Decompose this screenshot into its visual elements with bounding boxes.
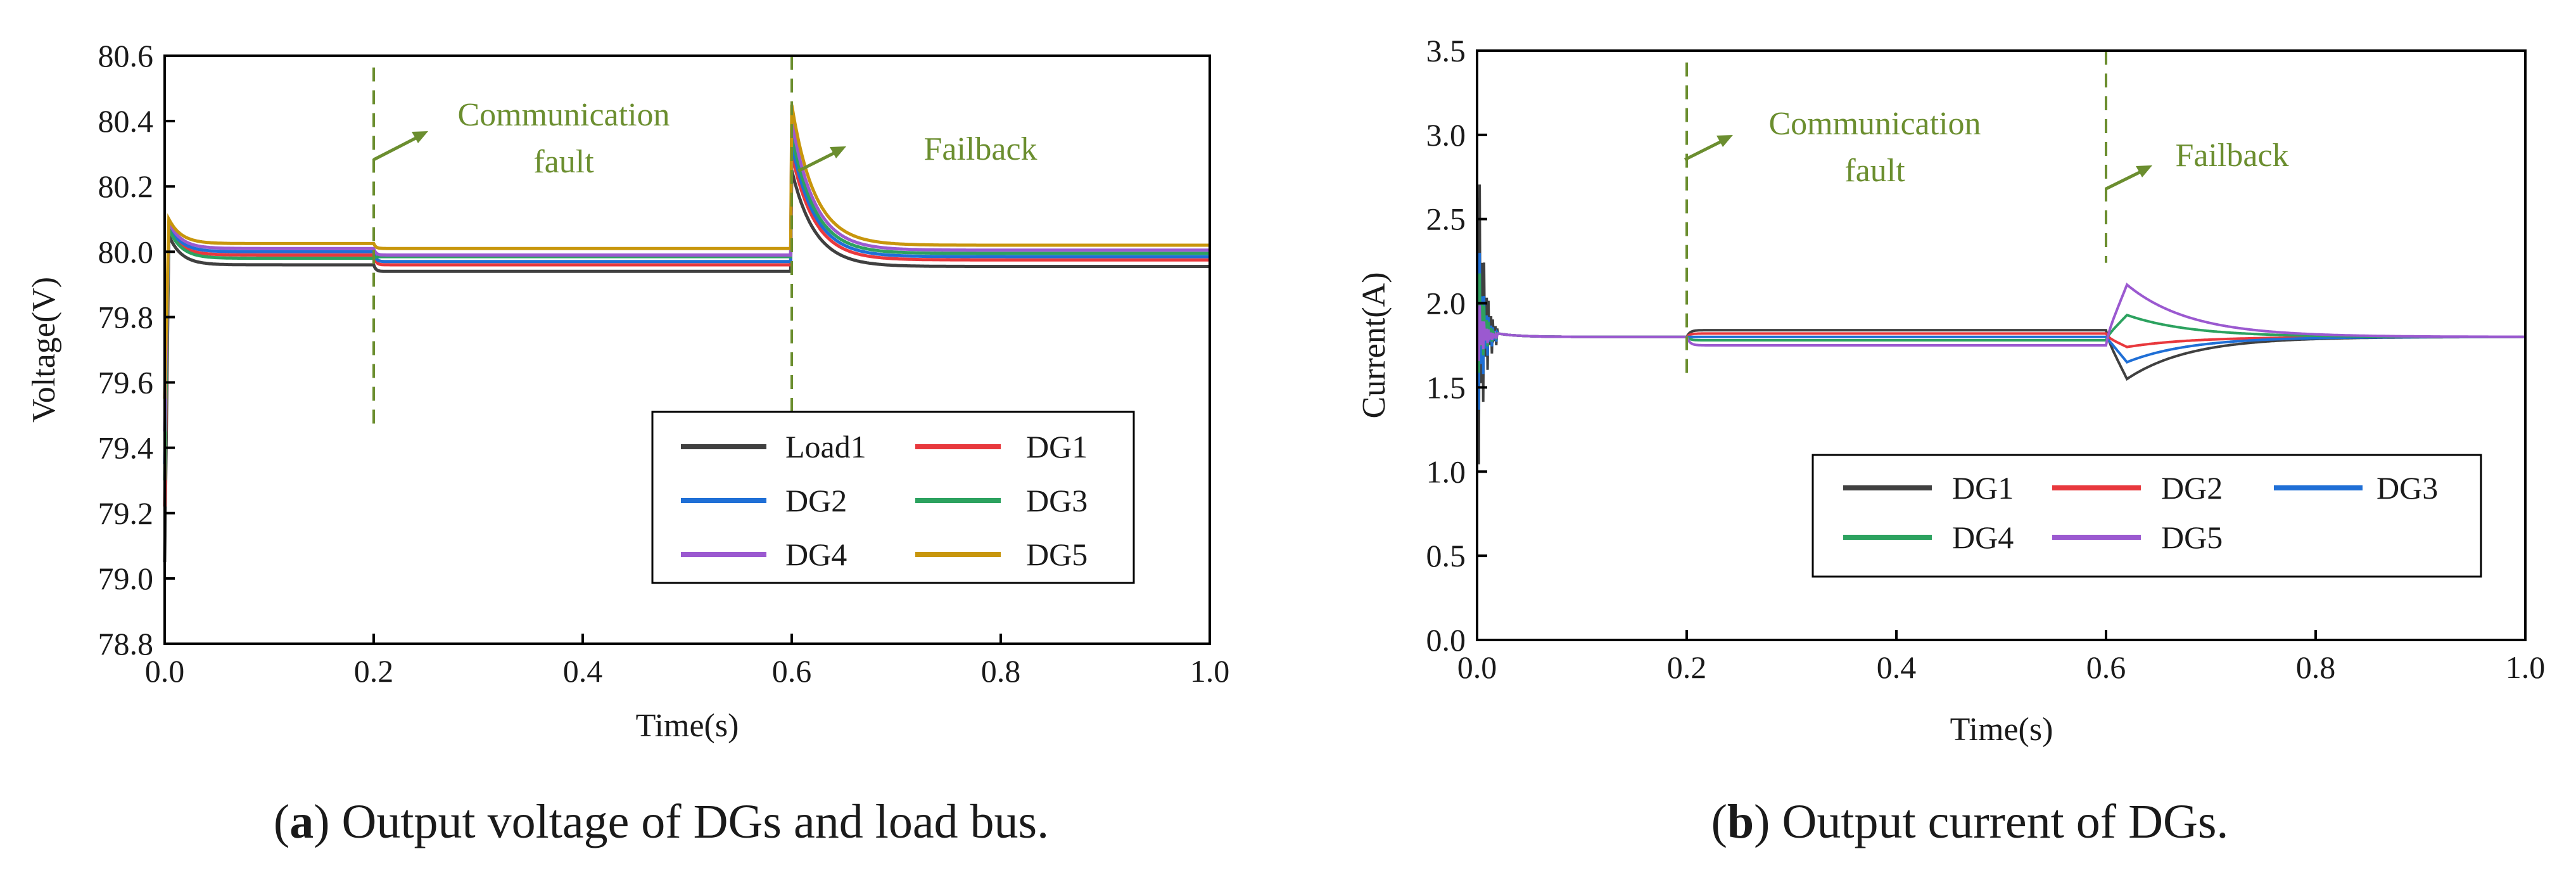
panel-a-y-tick-label: 79.8 bbox=[98, 299, 154, 335]
panel-b-tick-layer: 0.0 0.2 0.4 0.6 0.8 1.0 0.0 0.5 1.0 1.5 2.0 2.5 3.0 3… bbox=[1426, 33, 2546, 685]
legend-label-dg4: DG4 bbox=[785, 537, 847, 572]
legend-label-dg3: DG3 bbox=[2376, 470, 2438, 506]
panel-a-series-dg4 bbox=[163, 120, 1210, 431]
panel-a-plot-frame bbox=[163, 54, 1211, 645]
panel-b-plot-frame bbox=[1476, 49, 2527, 641]
panel-a-x-tick-label: 1.0 bbox=[1190, 653, 1230, 689]
panel-b-y-tick-label: 2.5 bbox=[1426, 201, 1466, 237]
panel-a-series-dg5 bbox=[163, 104, 1210, 399]
panel-a-y-tick-label: 80.0 bbox=[98, 234, 154, 269]
panel-a-y-tick-label: 79.6 bbox=[98, 365, 154, 400]
panel-a-x-tick-label: 0.0 bbox=[145, 653, 185, 689]
panel-a-series-dg2 bbox=[163, 143, 1210, 464]
panel-b-series-dg4 bbox=[1476, 273, 2525, 373]
panel-a-series-dg3 bbox=[163, 134, 1210, 481]
panel-b-annotation-line-2: fault bbox=[1844, 153, 1905, 189]
legend-label-dg5: DG5 bbox=[2161, 520, 2223, 555]
legend-label-dg4: DG4 bbox=[1952, 520, 2014, 555]
panel-a-y-tick-label: 80.2 bbox=[98, 169, 154, 204]
panel-b-x-tick-label: 0.0 bbox=[1457, 649, 1497, 685]
panel-b-annotation-failback: Failback bbox=[2105, 137, 2289, 191]
legend-label-dg3: DG3 bbox=[1026, 483, 1088, 518]
panel-b-caption-letter: b bbox=[1727, 795, 1754, 848]
panel-a-series-dg1 bbox=[163, 153, 1210, 507]
panel-b-annotation-arrowhead bbox=[2136, 165, 2152, 177]
panel-a-annotation-text: Failback bbox=[923, 131, 1037, 167]
panel-b-x-tick-label: 1.0 bbox=[2506, 649, 2546, 685]
panel-b-annotation-line-1: Communication bbox=[1768, 106, 1981, 142]
panel-b-annotation-communication-fault: Communication fault bbox=[1684, 106, 1981, 189]
panel-b-y-tick-label: 2.0 bbox=[1426, 286, 1466, 321]
panel-b-y-axis-label: Current(A) bbox=[1356, 272, 1392, 418]
panel-a-x-tick-label: 0.4 bbox=[563, 653, 603, 689]
panel-b-annotation-text: Failback bbox=[2175, 137, 2288, 174]
panel-b-event-lines bbox=[1685, 51, 2107, 375]
panel-a-tick-layer: 0.0 0.2 0.4 0.6 0.8 1.0 78.8 79.0 79.2 79.4 79.6 79… bbox=[98, 38, 1230, 689]
panel-b-x-tick-label: 0.6 bbox=[2086, 649, 2126, 685]
panel-a-annotation-line-2: fault bbox=[533, 144, 594, 180]
panel-a-caption: (a) Output voltage of DGs and load bus. bbox=[274, 795, 1049, 848]
panel-a-y-tick-label: 78.8 bbox=[98, 626, 154, 662]
panel-a-x-tick-label: 0.2 bbox=[354, 653, 394, 689]
panel-b-y-tick-label: 3.0 bbox=[1426, 117, 1466, 153]
panel-b-annotation-arrowhead bbox=[1716, 135, 1733, 147]
panel-b-x-tick-label: 0.2 bbox=[1667, 649, 1707, 685]
panel-a-annotation-failback: Failback bbox=[797, 131, 1037, 173]
panel-a-caption-text: Output voltage of DGs and load bus. bbox=[342, 795, 1050, 848]
panel-b-y-tick-label: 1.5 bbox=[1426, 369, 1466, 405]
panel-a-y-axis-label: Voltage(V) bbox=[26, 277, 62, 423]
panel-b-y-tick-label: 1.0 bbox=[1426, 454, 1466, 489]
panel-a-y-tick-label: 80.4 bbox=[98, 103, 154, 139]
panel-b-x-tick-label: 0.8 bbox=[2296, 649, 2336, 685]
panel-a-legend: Load1 DG1 DG2 DG3 DG4 DG5 bbox=[651, 411, 1135, 584]
panel-a-annotation-communication-fault: Communication fault bbox=[372, 97, 670, 180]
panel-a-annotation-arrow bbox=[372, 132, 424, 162]
panel-b-series-layer bbox=[1476, 184, 2525, 464]
legend-label-dg1: DG1 bbox=[1952, 470, 2014, 506]
panel-a-y-tick-label: 80.6 bbox=[98, 38, 154, 74]
panel-a-x-axis-label: Time(s) bbox=[636, 708, 739, 744]
panel-b-series-dg5 bbox=[1476, 282, 2525, 361]
panel-b-legend-box bbox=[1811, 454, 2482, 578]
legend-label-dg1: DG1 bbox=[1026, 429, 1088, 464]
panel-a-y-tick-label: 79.4 bbox=[98, 430, 154, 466]
legend-label-dg2: DG2 bbox=[785, 483, 847, 518]
panel-a-caption-letter: a bbox=[289, 795, 314, 848]
panel-a-event-lines bbox=[372, 56, 793, 450]
panel-b-legend: DG1 DG2 DG3 DG4 DG5 bbox=[1811, 454, 2482, 578]
panel-a-annotation-arrowhead bbox=[412, 131, 428, 143]
panel-b-x-tick-label: 0.4 bbox=[1877, 649, 1917, 685]
panel-a: 0.0 0.2 0.4 0.6 0.8 1.0 78.8 79.0 79.2 79.4 79.6 79… bbox=[26, 38, 1229, 848]
panel-a-y-tick-label: 79.0 bbox=[98, 561, 154, 596]
panel-a-y-tick-label: 79.2 bbox=[98, 495, 154, 531]
panel-a-series-load1 bbox=[163, 169, 1210, 563]
panel-b-y-tick-label: 0.0 bbox=[1426, 622, 1466, 658]
panel-b-caption: (b) Output current of DGs. bbox=[1711, 795, 2229, 848]
panel-a-x-tick-label: 0.6 bbox=[772, 653, 812, 689]
panel-b-series-dg1 bbox=[1476, 184, 2525, 464]
panel-a-annotation-arrowhead bbox=[830, 146, 846, 158]
panel-b-x-axis-label: Time(s) bbox=[1950, 712, 2053, 748]
legend-label-dg5: DG5 bbox=[1026, 537, 1088, 572]
panel-b-y-tick-label: 3.5 bbox=[1426, 33, 1466, 68]
panel-b-caption-text: Output current of DGs. bbox=[1782, 795, 2228, 848]
panel-a-x-tick-label: 0.8 bbox=[981, 653, 1021, 689]
panel-b-y-tick-label: 0.5 bbox=[1426, 538, 1466, 573]
legend-label-dg2: DG2 bbox=[2161, 470, 2223, 506]
panel-a-annotation-line-1: Communication bbox=[457, 97, 669, 133]
panel-b: 0.0 0.2 0.4 0.6 0.8 1.0 0.0 0.5 1.0 1.5 2.0 2.5 3.0 3… bbox=[1356, 33, 2545, 848]
legend-label-load1: Load1 bbox=[785, 429, 866, 464]
panel-a-series-layer bbox=[163, 104, 1210, 563]
